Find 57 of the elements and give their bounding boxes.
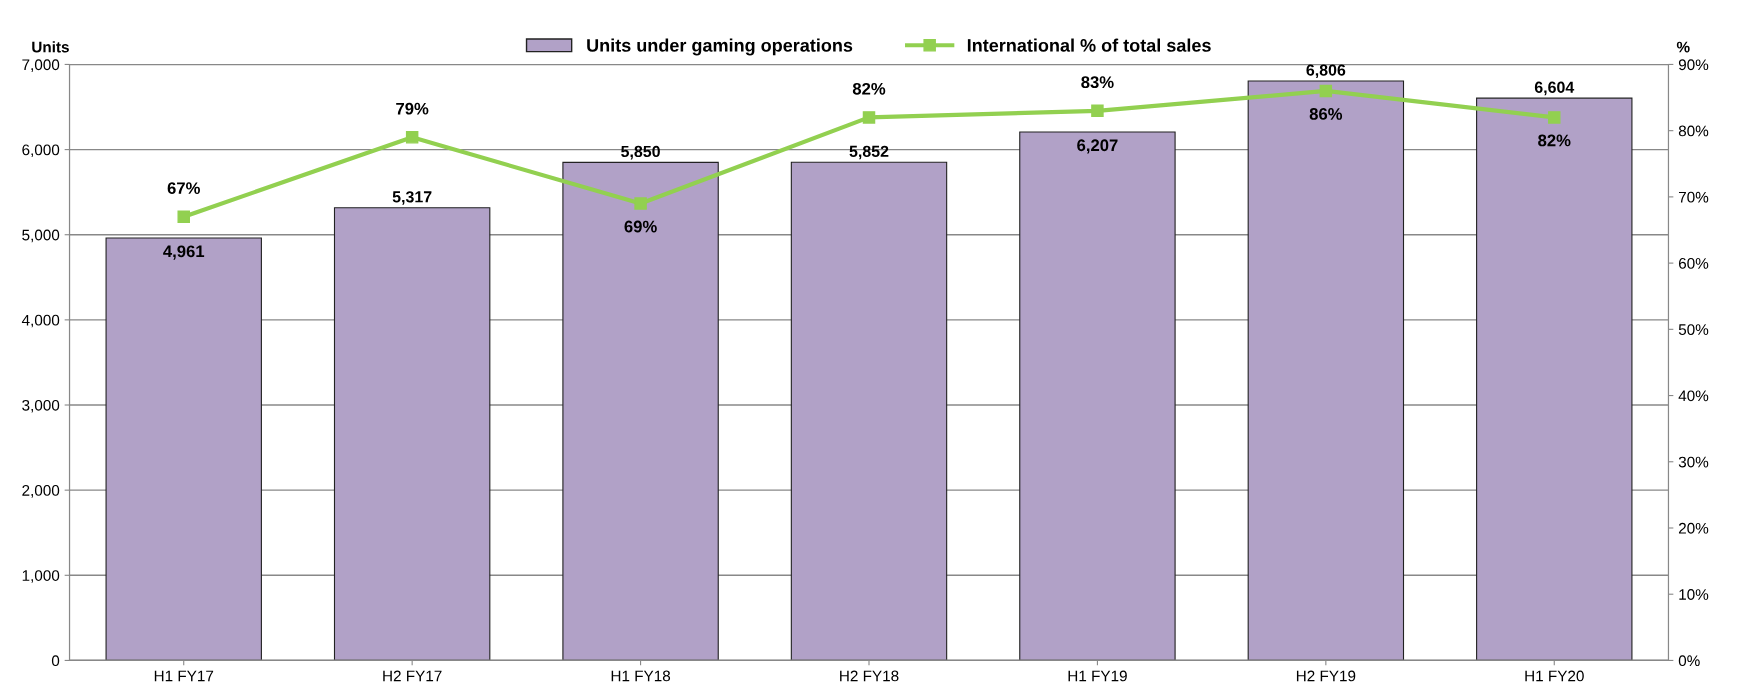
point	[405, 131, 419, 144]
data-label: 6,207	[1077, 139, 1118, 154]
point	[1319, 84, 1333, 98]
x-tick-label: H2 FY19	[1296, 670, 1356, 682]
y-tick-label: 4,000	[21, 314, 60, 328]
y2-tick-label: 0%	[1678, 655, 1700, 667]
bar	[105, 237, 262, 661]
bar	[333, 207, 491, 661]
data-label: 5,850	[621, 145, 660, 160]
y-tick-label: 1,000	[22, 570, 60, 583]
y-tick-label: 2,000	[22, 485, 60, 498]
y-tick-label: 5,000	[22, 229, 60, 243]
y2-tick-label: 20%	[1678, 522, 1709, 534]
data-label: 69%	[624, 220, 657, 233]
y2-tick-label: 40%	[1678, 390, 1709, 402]
data-label: 6,604	[1534, 81, 1575, 96]
data-label: 5,852	[849, 145, 889, 160]
data-label: 4,961	[163, 245, 205, 260]
bar	[790, 161, 948, 661]
data-label: 86%	[1309, 108, 1343, 120]
y-tick-label: 3,000	[22, 399, 60, 413]
point	[862, 111, 876, 124]
y2-tick-label: 30%	[1678, 456, 1709, 468]
y2-tick-label: 10%	[1679, 589, 1709, 600]
data-label: 82%	[852, 82, 886, 95]
y2-axis-title: %	[1676, 41, 1690, 53]
y-tick-label: 7,000	[22, 59, 60, 72]
x-tick-label: H1 FY20	[1525, 670, 1584, 682]
bar	[1019, 131, 1176, 661]
data-label: 6,806	[1306, 64, 1346, 79]
y2-tick-label: 70%	[1678, 191, 1709, 203]
y-axis-title: Units	[32, 41, 69, 53]
data-label: 82%	[1538, 134, 1571, 147]
legend-label: International % of total sales	[967, 38, 1211, 52]
y2-tick-label: 50%	[1678, 324, 1709, 336]
y2-tick-label: 80%	[1678, 125, 1709, 137]
point	[177, 210, 190, 224]
data-label: 79%	[396, 102, 429, 115]
data-label: 5,317	[392, 191, 432, 205]
point	[1548, 111, 1561, 124]
x-tick-label: H1 FY18	[611, 670, 671, 682]
point	[1091, 104, 1104, 118]
bar	[1247, 80, 1405, 661]
y-tick-label: 6,000	[22, 144, 60, 158]
bar	[1476, 97, 1633, 661]
y2-tick-label: 90%	[1678, 59, 1709, 71]
x-tick-label: H2 FY17	[383, 670, 442, 682]
x-tick-label: H2 FY18	[840, 670, 899, 682]
y-tick-label: 0	[51, 655, 60, 667]
legend-label: Units under gaming operations	[587, 38, 853, 56]
point	[634, 197, 647, 210]
bar	[562, 161, 719, 661]
data-label: 83%	[1081, 76, 1114, 89]
data-label: 67%	[167, 182, 200, 195]
y2-tick-label: 60%	[1678, 257, 1709, 269]
x-tick-label: H1 FY19	[1068, 670, 1127, 682]
x-tick-label: H1 FY17	[154, 670, 214, 682]
